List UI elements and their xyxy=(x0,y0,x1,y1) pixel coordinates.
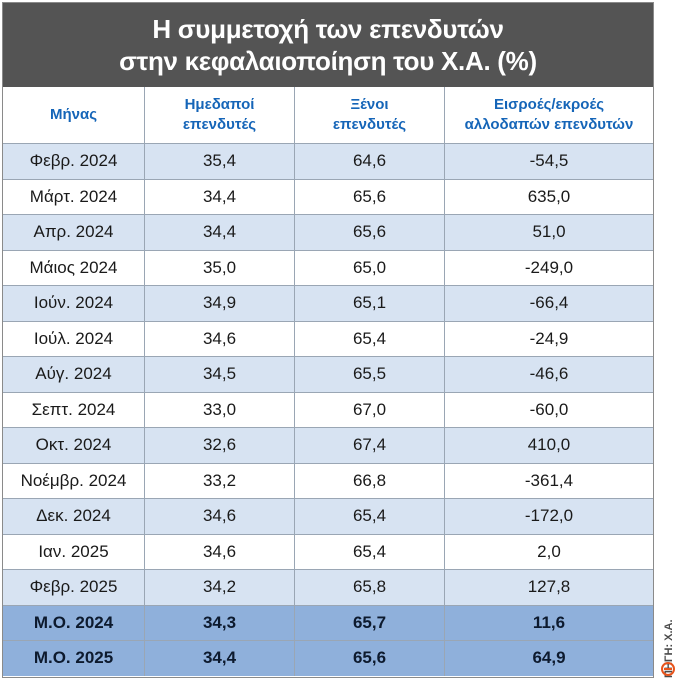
cell-domestic: 34,4 xyxy=(145,215,295,250)
cell-domestic: 35,4 xyxy=(145,144,295,179)
cell-flows: -60,0 xyxy=(529,399,569,419)
cell-month: Μ.Ο. 2025 xyxy=(3,641,145,676)
cell-flows: -361,4 xyxy=(524,470,574,490)
cell-domestic: 34,4 xyxy=(145,641,295,676)
table-row: Νοέμβρ. 2024 33,2 66,8 -361,4 xyxy=(3,462,653,498)
cell-foreign: 65,6 xyxy=(295,215,445,250)
cell-domestic: 34,3 xyxy=(145,605,295,640)
table-row: Μάρτ. 2024 34,4 65,6 635,0 xyxy=(3,178,653,214)
cell-domestic: 33,2 xyxy=(145,463,295,498)
publisher-logo-icon xyxy=(661,662,675,676)
cell-flows: -172,0 xyxy=(524,506,574,526)
cell-month: Μάρτ. 2024 xyxy=(3,179,145,214)
cell-foreign: 65,4 xyxy=(295,499,445,534)
cell-flows: 64,9 xyxy=(532,648,566,668)
cell-flows: -66,4 xyxy=(529,293,569,313)
cell-flows: 11,6 xyxy=(532,612,566,632)
table-row: Οκτ. 2024 32,6 67,4 410,0 xyxy=(3,427,653,463)
header-domestic-line-1: Ημεδαποί xyxy=(184,96,255,113)
cell-foreign: 65,8 xyxy=(295,570,445,605)
header-domestic: Ημεδαποί επενδυτές xyxy=(145,87,295,143)
cell-domestic: 34,2 xyxy=(145,570,295,605)
cell-foreign: 65,0 xyxy=(295,250,445,285)
cell-foreign: 67,0 xyxy=(295,392,445,427)
cell-month: Φεβρ. 2024 xyxy=(3,144,145,179)
cell-month: Μάιος 2024 xyxy=(3,250,145,285)
cell-flows: 635,0 xyxy=(527,186,571,206)
data-table: Μήνας Ημεδαποί επενδυτές Ξένοι επενδυτές… xyxy=(3,87,653,676)
table-row: Αύγ. 2024 34,5 65,5 -46,6 xyxy=(3,356,653,392)
table-row: Φεβρ. 2025 34,2 65,8 127,8 xyxy=(3,569,653,605)
cell-month: Νοέμβρ. 2024 xyxy=(3,463,145,498)
cell-domestic: 34,6 xyxy=(145,534,295,569)
cell-month: Σεπτ. 2024 xyxy=(3,392,145,427)
cell-domestic: 33,0 xyxy=(145,392,295,427)
table-card: Η συμμετοχή των επενδυτών στην κεφαλαιοπ… xyxy=(2,2,654,678)
header-flows: Εισροές/εκροές αλλοδαπών επενδυτών xyxy=(445,87,653,143)
title-line-2: στην κεφαλαιοποίηση του Χ.Α. (%) xyxy=(119,46,537,76)
header-domestic-line-2: επενδυτές xyxy=(182,116,257,133)
cell-foreign: 65,4 xyxy=(295,534,445,569)
cell-flows: -54,5 xyxy=(529,151,569,171)
cell-month: Απρ. 2024 xyxy=(3,215,145,250)
average-row: Μ.Ο. 2024 34,3 65,7 11,6 xyxy=(3,604,653,640)
cell-flows: -46,6 xyxy=(529,364,569,384)
cell-domestic: 34,4 xyxy=(145,179,295,214)
cell-month: Ιαν. 2025 xyxy=(3,534,145,569)
table-title: Η συμμετοχή των επενδυτών στην κεφαλαιοπ… xyxy=(3,3,653,87)
cell-foreign: 65,6 xyxy=(295,641,445,676)
table-row: Απρ. 2024 34,4 65,6 51,0 xyxy=(3,214,653,250)
cell-foreign: 67,4 xyxy=(295,428,445,463)
source-credit: ΠΗΓΗ: Χ.Α. xyxy=(660,600,678,680)
header-foreign-line-2: επενδυτές xyxy=(332,116,407,133)
table-row: Ιούν. 2024 34,9 65,1 -66,4 xyxy=(3,285,653,321)
cell-domestic: 32,6 xyxy=(145,428,295,463)
cell-foreign: 65,6 xyxy=(295,179,445,214)
table-body: Φεβρ. 2024 35,4 64,6 -54,5 Μάρτ. 2024 34,4 65,… xyxy=(3,143,653,676)
cell-foreign: 65,7 xyxy=(295,605,445,640)
table-row: Δεκ. 2024 34,6 65,4 -172,0 xyxy=(3,498,653,534)
header-foreign: Ξένοι επενδυτές xyxy=(295,87,445,143)
cell-month: Ιούλ. 2024 xyxy=(3,321,145,356)
table-row: Ιαν. 2025 34,6 65,4 2,0 xyxy=(3,533,653,569)
cell-flows: 410,0 xyxy=(527,435,571,455)
cell-domestic: 35,0 xyxy=(145,250,295,285)
cell-foreign: 66,8 xyxy=(295,463,445,498)
cell-flows: -24,9 xyxy=(529,328,569,348)
table-row: Ιούλ. 2024 34,6 65,4 -24,9 xyxy=(3,320,653,356)
cell-month: Αύγ. 2024 xyxy=(3,357,145,392)
cell-month: Δεκ. 2024 xyxy=(3,499,145,534)
header-month: Μήνας xyxy=(3,87,145,143)
table-row: Φεβρ. 2024 35,4 64,6 -54,5 xyxy=(3,143,653,179)
table-header-row: Μήνας Ημεδαποί επενδυτές Ξένοι επενδυτές… xyxy=(3,87,653,143)
cell-foreign: 65,5 xyxy=(295,357,445,392)
table-row: Σεπτ. 2024 33,0 67,0 -60,0 xyxy=(3,391,653,427)
cell-month: Οκτ. 2024 xyxy=(3,428,145,463)
cell-month: Μ.Ο. 2024 xyxy=(3,605,145,640)
average-row: Μ.Ο. 2025 34,4 65,6 64,9 xyxy=(3,640,653,676)
cell-month: Ιούν. 2024 xyxy=(3,286,145,321)
table-row: Μάιος 2024 35,0 65,0 -249,0 xyxy=(3,249,653,285)
cell-domestic: 34,6 xyxy=(145,499,295,534)
header-flows-line-2: αλλοδαπών επενδυτών xyxy=(464,116,634,133)
cell-flows: 51,0 xyxy=(532,222,566,242)
cell-flows: -249,0 xyxy=(524,257,574,277)
cell-foreign: 64,6 xyxy=(295,144,445,179)
cell-domestic: 34,9 xyxy=(145,286,295,321)
cell-flows: 127,8 xyxy=(527,577,571,597)
cell-domestic: 34,6 xyxy=(145,321,295,356)
header-foreign-line-1: Ξένοι xyxy=(350,96,389,113)
cell-foreign: 65,4 xyxy=(295,321,445,356)
cell-month: Φεβρ. 2025 xyxy=(3,570,145,605)
cell-foreign: 65,1 xyxy=(295,286,445,321)
cell-domestic: 34,5 xyxy=(145,357,295,392)
header-flows-line-1: Εισροές/εκροές xyxy=(493,96,605,113)
header-month-label: Μήνας xyxy=(49,106,98,123)
cell-flows: 2,0 xyxy=(537,541,561,561)
title-line-1: Η συμμετοχή των επενδυτών xyxy=(152,14,504,44)
